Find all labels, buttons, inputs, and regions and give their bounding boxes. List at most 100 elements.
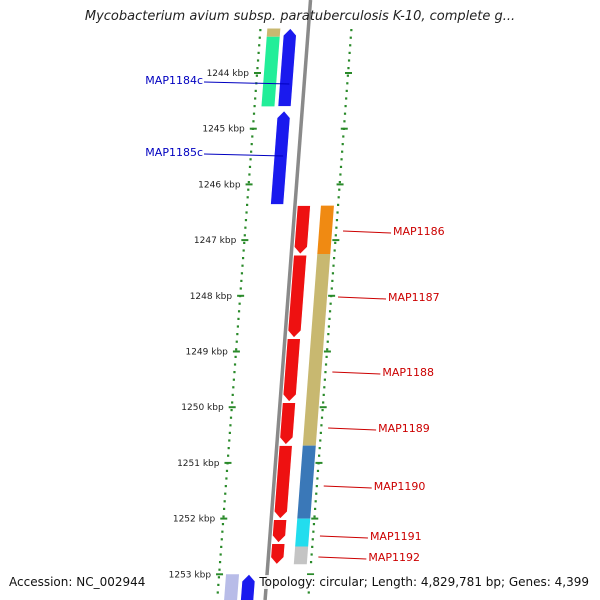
left-dot-track <box>240 279 243 282</box>
right-dot-track <box>335 226 338 229</box>
gene-arrow-plus <box>279 402 296 445</box>
left-dot-track <box>217 583 220 586</box>
right-dot-track <box>334 234 337 237</box>
left-dot-track <box>237 317 240 320</box>
right-dot-track <box>330 287 333 290</box>
right-dot-track <box>347 59 351 62</box>
left-dot-track <box>216 591 219 594</box>
left-dot-track <box>241 257 245 260</box>
scale-tick-label: 1247 kbp <box>194 236 237 246</box>
right-dot-track <box>322 401 325 404</box>
right-dot-track <box>331 272 335 275</box>
left-dot-track <box>229 416 233 419</box>
right-dot-track <box>347 67 350 70</box>
left-dot-track <box>250 143 253 146</box>
left-dot-track <box>218 568 221 571</box>
scale-tick-label: 1251 kbp <box>177 459 220 469</box>
left-dot-track <box>255 74 258 77</box>
gene-arrow-minus <box>270 110 291 205</box>
left-dot-track <box>234 355 237 358</box>
category-strip-minus <box>266 28 281 37</box>
left-dot-track <box>247 188 250 191</box>
right-dot-track <box>337 196 340 199</box>
left-dot-track <box>235 340 238 343</box>
gene-leader-line <box>332 371 381 375</box>
left-dot-track <box>231 393 234 396</box>
left-dot-track <box>222 515 225 518</box>
right-dot-track <box>321 409 324 412</box>
right-dot-track <box>343 112 347 115</box>
gene-leader-line <box>338 296 387 300</box>
right-dot-track <box>324 363 328 366</box>
left-dot-track <box>252 112 256 115</box>
gene-labels: MAP1184c MAP1185c MAP1186 MAP1187 MAP1188 MAP… <box>145 74 444 564</box>
right-dot-track <box>316 477 319 480</box>
scale-tick-label: 1244 kbp <box>207 69 250 79</box>
right-dot-track <box>320 416 324 419</box>
left-dot-track <box>250 150 253 153</box>
gene-arrows <box>240 27 311 600</box>
left-dot-track <box>244 226 247 229</box>
category-strip-minus <box>261 36 280 107</box>
scale-ticks: 1244 kbp 1245 kbp 1246 kbp 1247 kbp 1248 kbp… <box>169 69 352 580</box>
left-dot-track <box>243 241 246 244</box>
right-dot-track <box>346 82 349 85</box>
category-strip-plus <box>302 254 331 446</box>
right-dot-track <box>323 386 326 389</box>
gene-label: MAP1190 <box>374 480 426 493</box>
gene-arrow-plus <box>273 445 293 520</box>
right-dot-track <box>343 120 346 123</box>
gene-leader-line <box>323 485 372 489</box>
left-dot-track <box>240 272 244 275</box>
right-dot-track <box>326 340 329 343</box>
left-dot-track <box>239 287 242 290</box>
category-strip-minus <box>224 574 240 600</box>
gene-label: MAP1188 <box>382 366 434 379</box>
right-dot-track <box>341 150 344 153</box>
right-dot-track <box>315 485 318 488</box>
right-dot-track <box>338 181 341 184</box>
scale-tick-label: 1245 kbp <box>202 125 245 135</box>
left-dot-track <box>248 165 252 168</box>
left-dot-track <box>248 173 251 176</box>
left-dot-track <box>221 523 225 526</box>
gene-leader-line <box>203 81 290 85</box>
left-dot-track <box>225 477 228 480</box>
gene-label: MAP1184c <box>145 74 203 87</box>
right-dot-track <box>318 447 321 450</box>
right-dot-track <box>313 515 316 518</box>
left-dot-track <box>232 378 235 381</box>
gene-leader-line <box>328 427 377 431</box>
left-dot-track <box>219 553 222 556</box>
left-dot-track <box>254 97 257 100</box>
scale-tick-label: 1248 kbp <box>190 292 233 302</box>
left-dot-track <box>227 454 230 457</box>
left-dot-track <box>256 67 259 70</box>
right-dot-track <box>327 333 330 336</box>
gene-label: MAP1191 <box>370 530 422 543</box>
category-strip-plus <box>293 546 309 565</box>
right-dot-track <box>319 439 322 442</box>
left-dot-track <box>249 158 252 161</box>
left-dot-track <box>232 386 235 389</box>
right-dot-track <box>346 74 349 77</box>
gene-arrow-plus <box>270 543 286 565</box>
right-dot-track <box>332 257 336 260</box>
gene-label: MAP1189 <box>378 422 430 435</box>
left-dot-track <box>233 363 237 366</box>
right-dot-track <box>324 371 327 374</box>
right-dot-track <box>307 591 310 594</box>
left-dot-track <box>228 439 231 442</box>
right-dot-track <box>311 545 314 548</box>
right-dot-track <box>320 424 323 427</box>
accession-text: Accession: NC_002944 <box>9 575 146 589</box>
left-dot-track <box>238 302 241 305</box>
right-dot-track <box>349 36 352 39</box>
map-title: Mycobacterium avium subsp. paratuberculo… <box>84 9 516 24</box>
left-dot-track <box>243 234 246 237</box>
right-dot-track <box>345 97 348 100</box>
left-dot-track <box>231 401 234 404</box>
left-dot-track <box>233 371 236 374</box>
gene-arrow-minus <box>240 573 256 600</box>
